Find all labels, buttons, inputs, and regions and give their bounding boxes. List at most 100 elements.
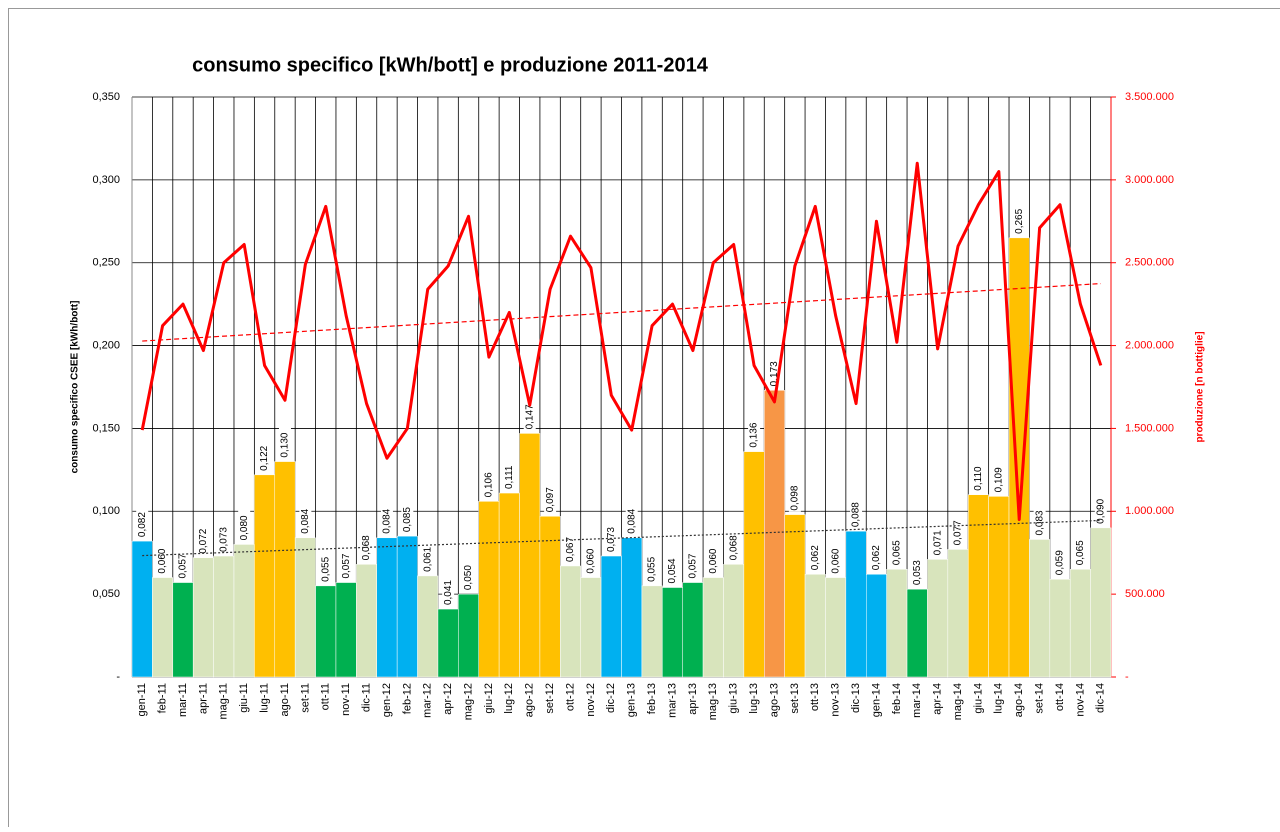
bar bbox=[927, 559, 947, 677]
bar bbox=[397, 536, 417, 677]
value-label: 0,055 bbox=[320, 556, 331, 581]
y-tick-label: 0,250 bbox=[92, 257, 120, 269]
value-label: 0,057 bbox=[341, 553, 352, 578]
value-label: 0,071 bbox=[932, 530, 943, 555]
bar bbox=[805, 574, 825, 677]
value-label: 0,053 bbox=[912, 560, 923, 585]
y2-tick-label: 2.000.000 bbox=[1125, 339, 1174, 351]
y-tick-label: 0,100 bbox=[92, 505, 120, 517]
y2-tick-label: 3.000.000 bbox=[1125, 174, 1174, 186]
bar bbox=[479, 501, 499, 677]
x-tick-label: mag-12 bbox=[462, 683, 474, 720]
x-tick-label: gen-12 bbox=[381, 683, 393, 717]
x-tick-label: mag-11 bbox=[218, 683, 230, 719]
x-tick-label: ott-11 bbox=[320, 683, 332, 710]
bar bbox=[295, 538, 315, 677]
value-label: 0,084 bbox=[382, 508, 393, 533]
bar bbox=[1050, 579, 1070, 677]
x-tick-label: feb-14 bbox=[891, 683, 903, 714]
value-label: 0,085 bbox=[402, 507, 413, 532]
y2-axis-title: produzione [n bottiglie] bbox=[1195, 331, 1206, 442]
x-tick-label: set-11 bbox=[299, 683, 311, 713]
bar bbox=[438, 609, 458, 677]
y-axis-title: consumo specifico CSEE [kWh/bott] bbox=[70, 301, 81, 474]
value-label: 0,065 bbox=[1075, 540, 1086, 565]
y2-tick-label: 500.000 bbox=[1125, 588, 1165, 600]
value-label: 0,106 bbox=[484, 472, 495, 497]
bar bbox=[336, 583, 356, 677]
value-label: 0,054 bbox=[667, 558, 678, 583]
x-tick-label: gen-14 bbox=[870, 683, 882, 717]
value-label: 0,088 bbox=[851, 502, 862, 527]
x-tick-label: ago-13 bbox=[768, 683, 780, 717]
bar bbox=[1091, 528, 1111, 677]
y2-tick-label: 3.500.000 bbox=[1125, 91, 1174, 103]
value-label: 0,265 bbox=[1014, 208, 1025, 233]
value-label: 0,062 bbox=[871, 545, 882, 570]
value-label: 0,077 bbox=[953, 520, 964, 545]
bar bbox=[418, 576, 438, 677]
value-label: 0,068 bbox=[728, 535, 739, 560]
bar bbox=[193, 558, 213, 677]
x-tick-label: feb-12 bbox=[401, 683, 413, 714]
x-tick-label: dic-12 bbox=[605, 683, 617, 713]
bar bbox=[948, 549, 968, 677]
x-tick-label: lug-14 bbox=[993, 683, 1005, 714]
bar bbox=[764, 390, 784, 677]
value-label: 0,082 bbox=[137, 512, 148, 537]
x-tick-label: mag-14 bbox=[952, 683, 964, 720]
x-tick-label: lug-13 bbox=[748, 683, 760, 714]
y-tick-label: 0,150 bbox=[92, 422, 120, 434]
value-label: 0,057 bbox=[688, 553, 699, 578]
x-tick-label: ott-13 bbox=[809, 683, 821, 711]
value-label: 0,098 bbox=[790, 485, 801, 510]
x-tick-label: mar-13 bbox=[666, 683, 678, 718]
bar bbox=[499, 493, 519, 677]
value-label: 0,130 bbox=[280, 432, 291, 457]
bar bbox=[968, 495, 988, 677]
value-label: 0,109 bbox=[993, 467, 1004, 492]
x-tick-label: ago-11 bbox=[279, 683, 291, 716]
x-tick-label: feb-11 bbox=[157, 683, 169, 713]
x-tick-label: apr-11 bbox=[197, 683, 209, 714]
value-label: 0,122 bbox=[259, 445, 270, 470]
y-tick-label: 0,350 bbox=[92, 91, 120, 103]
bar bbox=[601, 556, 621, 677]
x-tick-label: nov-12 bbox=[585, 683, 597, 717]
value-label: 0,059 bbox=[1055, 550, 1066, 575]
x-tick-label: mar-12 bbox=[422, 683, 434, 718]
value-label: 0,050 bbox=[463, 565, 474, 590]
bar bbox=[173, 583, 193, 677]
x-tick-label: set-14 bbox=[1034, 683, 1046, 714]
value-label: 0,060 bbox=[830, 548, 841, 573]
x-tick-label: mar-14 bbox=[911, 683, 923, 718]
x-tick-label: ago-12 bbox=[524, 683, 536, 717]
y2-tick-label: 1.000.000 bbox=[1125, 505, 1174, 517]
bar bbox=[254, 475, 274, 677]
value-label: 0,110 bbox=[973, 466, 984, 491]
x-tick-label: set-12 bbox=[544, 683, 556, 714]
bar bbox=[846, 531, 866, 677]
bar bbox=[152, 578, 172, 677]
y2-tick-label: 2.500.000 bbox=[1125, 257, 1174, 269]
x-tick-label: giu-14 bbox=[972, 683, 984, 714]
x-tick-label: ott-12 bbox=[564, 683, 576, 711]
x-tick-label: mag-13 bbox=[707, 683, 719, 720]
value-label: 0,057 bbox=[178, 553, 189, 578]
bar bbox=[520, 433, 540, 677]
x-tick-label: nov-13 bbox=[830, 683, 842, 717]
bar bbox=[275, 462, 295, 677]
value-label: 0,072 bbox=[198, 528, 209, 553]
x-tick-label: ott-14 bbox=[1054, 683, 1066, 711]
bar bbox=[377, 538, 397, 677]
value-label: 0,041 bbox=[443, 580, 454, 605]
x-tick-label: mar-11 bbox=[177, 683, 189, 717]
y2-tick-label: - bbox=[1125, 671, 1129, 683]
x-tick-label: nov-11 bbox=[340, 683, 352, 716]
value-label: 0,080 bbox=[239, 515, 250, 540]
x-tick-label: lug-11 bbox=[258, 683, 270, 713]
value-label: 0,060 bbox=[708, 548, 719, 573]
x-tick-label: giu-13 bbox=[728, 683, 740, 714]
y-tick-label: - bbox=[116, 671, 120, 683]
